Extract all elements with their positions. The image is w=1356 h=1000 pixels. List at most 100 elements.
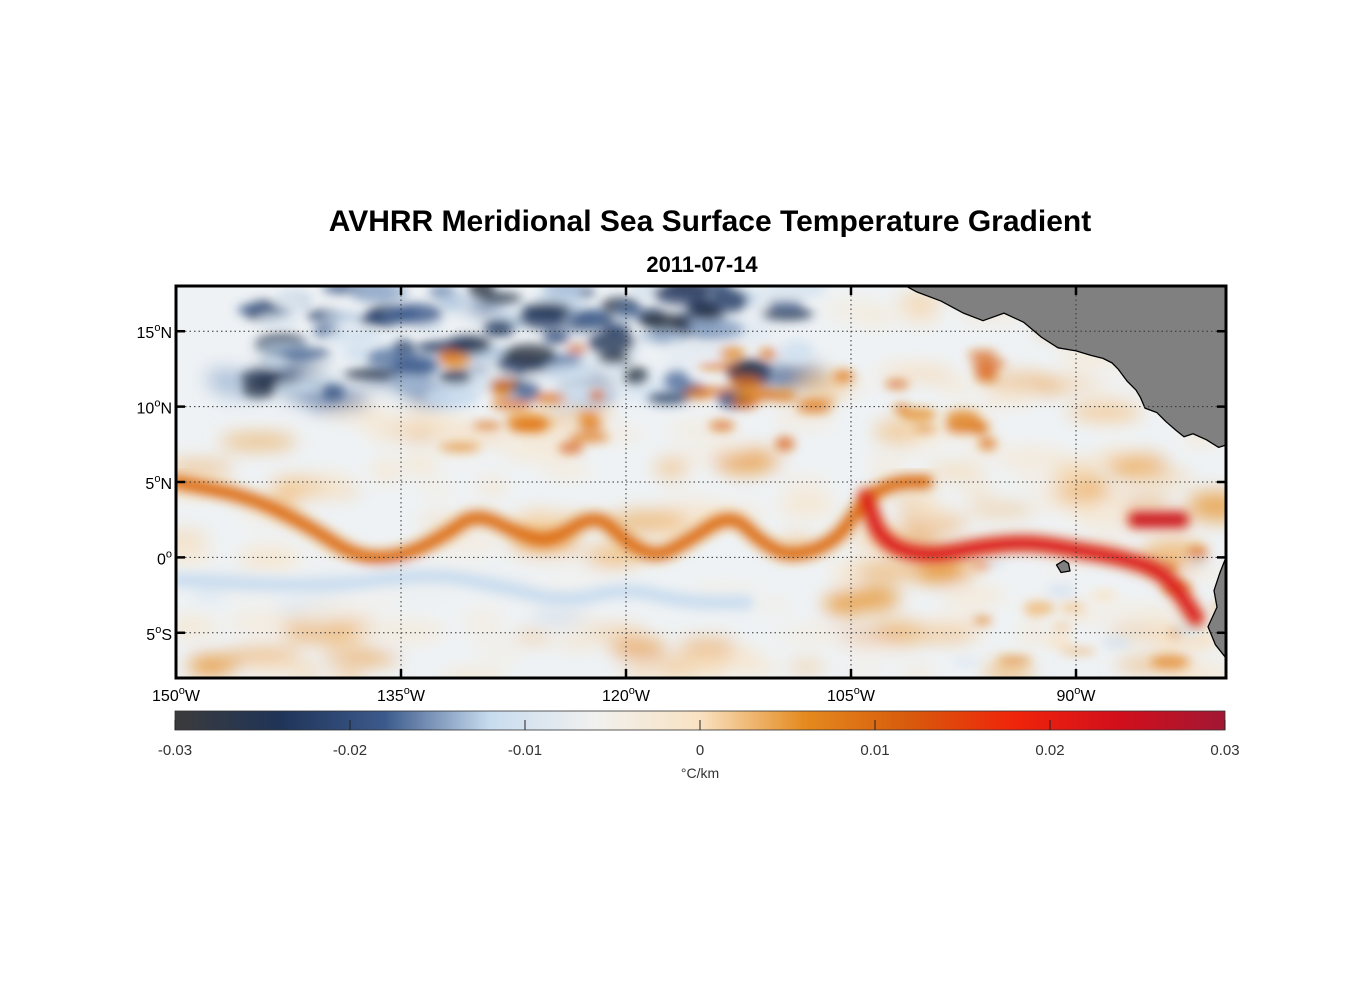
field-blob xyxy=(269,476,325,496)
negative-patch xyxy=(502,343,556,367)
field-blob xyxy=(1161,667,1219,678)
map-subtitle: 2011-07-14 xyxy=(646,252,758,277)
field-blob xyxy=(768,629,840,644)
positive-patch xyxy=(771,388,797,403)
negative-patch xyxy=(551,353,583,368)
positive-patch xyxy=(566,344,587,355)
field-patch xyxy=(972,616,993,624)
field-blob xyxy=(441,670,507,678)
field-blob xyxy=(475,643,524,662)
field-blob xyxy=(898,440,941,454)
positive-patch xyxy=(588,389,606,402)
field-blob xyxy=(297,601,348,627)
field-patch xyxy=(1073,614,1092,621)
colorbar-ticks: -0.03 -0.02 -0.01 0 0.01 0.02 0.03 xyxy=(158,720,1240,759)
lat-label: 0o xyxy=(157,548,172,568)
field-blob xyxy=(976,394,1035,407)
field-patch xyxy=(1060,602,1086,613)
field-blob xyxy=(873,360,953,382)
field-patch xyxy=(988,554,1008,570)
field-blob xyxy=(615,661,666,678)
negative-patch xyxy=(540,286,584,299)
field-blob xyxy=(865,456,907,473)
field-blob xyxy=(754,599,793,612)
field-blob xyxy=(1121,495,1173,508)
positive-patch xyxy=(795,403,833,414)
positive-patch xyxy=(971,420,990,435)
field-blob xyxy=(1066,403,1142,420)
field-blob xyxy=(1144,613,1184,624)
field-blob xyxy=(937,377,974,397)
field-patch xyxy=(959,567,988,574)
negative-patch xyxy=(481,292,523,303)
field-blob xyxy=(666,346,698,370)
field-blob xyxy=(821,298,882,322)
negative-patch xyxy=(255,313,299,328)
field-blob xyxy=(996,446,1067,469)
field-blob xyxy=(358,413,392,435)
negative-patch xyxy=(711,288,749,313)
negative-patch xyxy=(637,330,688,343)
positive-patch xyxy=(697,362,740,370)
negative-patch xyxy=(761,307,814,321)
lat-label: 5oN xyxy=(145,473,172,493)
latitude-labels: 15oN 10oN 5oN 0o 5oS xyxy=(137,322,172,644)
colorbar-tick-label: -0.01 xyxy=(508,742,542,759)
field-patch xyxy=(1172,626,1203,637)
positive-patch xyxy=(489,378,517,389)
field-blob xyxy=(853,561,924,581)
field-blob xyxy=(908,629,978,642)
field-blob xyxy=(789,660,825,675)
lon-label: 150oW xyxy=(152,685,201,705)
field-blob xyxy=(678,638,738,656)
field-blob xyxy=(397,414,478,432)
negative-patch xyxy=(542,329,569,345)
field-blob xyxy=(967,504,1036,516)
negative-patch xyxy=(544,364,594,382)
map-title: AVHRR Meridional Sea Surface Temperature… xyxy=(328,205,1092,238)
negative-patch xyxy=(424,385,479,410)
field-blob xyxy=(540,463,594,478)
field-patch xyxy=(1186,636,1212,646)
positive-patch xyxy=(967,350,998,359)
field-blob xyxy=(371,458,401,484)
positive-patch xyxy=(490,398,532,411)
positive-patch xyxy=(735,384,760,401)
field-blob xyxy=(963,485,996,498)
colorbar-tick-label: -0.02 xyxy=(333,742,367,759)
field-blob xyxy=(176,461,234,474)
field-blob xyxy=(1017,624,1050,645)
field-patch xyxy=(1090,588,1118,602)
field-blob xyxy=(367,621,447,642)
field-patch xyxy=(1102,636,1131,649)
colorbar-tick-label: 0.02 xyxy=(1035,742,1064,759)
field-blob xyxy=(514,631,552,643)
negative-patch xyxy=(389,303,443,325)
field-blob xyxy=(1070,501,1099,515)
field-patch xyxy=(1059,647,1097,655)
lat-label: 15oN xyxy=(137,322,172,342)
colorbar-tick-label: 0.03 xyxy=(1210,742,1239,759)
field-blob xyxy=(332,669,366,678)
field-blob xyxy=(609,638,667,659)
feature-line-1 xyxy=(859,490,1203,625)
map-frame xyxy=(174,284,1228,680)
positive-patch xyxy=(708,420,735,431)
field-blob xyxy=(251,660,320,678)
positive-patch xyxy=(795,397,838,404)
negative-patch xyxy=(688,344,729,356)
field-blob xyxy=(831,560,864,586)
field-blob xyxy=(654,457,688,479)
negative-patch xyxy=(615,301,642,319)
field-patch xyxy=(1046,583,1076,598)
positive-patch xyxy=(758,348,778,359)
colorbar-tick-label: 0.01 xyxy=(860,742,889,759)
positive-patch xyxy=(728,375,763,388)
positive-patch xyxy=(978,437,997,451)
positive-patch xyxy=(945,409,980,425)
field-blob xyxy=(554,637,596,648)
positive-patch xyxy=(439,349,461,361)
positive-patch xyxy=(884,379,909,389)
negative-patch xyxy=(279,349,317,362)
